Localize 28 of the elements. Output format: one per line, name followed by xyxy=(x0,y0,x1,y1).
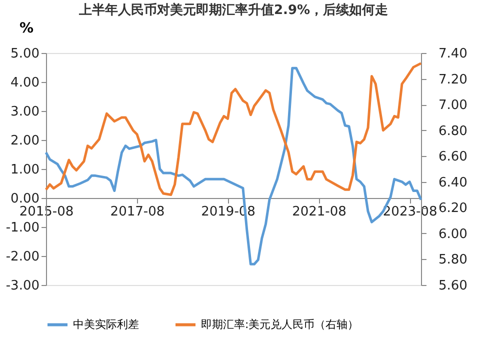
y2-tick-label: 7.20 xyxy=(438,72,468,88)
legend-label: 即期汇率:美元兑人民币（右轴） xyxy=(201,318,359,331)
line-series xyxy=(44,62,422,196)
y-tick-label: -2.00 xyxy=(6,250,40,264)
y-tick-label: -3.00 xyxy=(6,278,40,294)
legend-label: 中美实际利差 xyxy=(73,318,139,331)
y2-tick-label: 6.20 xyxy=(438,201,468,216)
y-tick-label: 4.00 xyxy=(10,76,40,90)
x-tick-label: 2017-08 xyxy=(110,204,165,220)
x-tick-label: 2023-08 xyxy=(382,204,438,220)
y-tick-label: 3.00 xyxy=(10,104,40,120)
y-axis-title: % xyxy=(19,20,34,36)
x-tick-label: 2021-08 xyxy=(292,204,346,220)
y2-tick-label: 5.60 xyxy=(438,278,468,294)
y2-tick-label: 6.80 xyxy=(438,124,468,139)
y-tick-label: 5.00 xyxy=(10,46,40,62)
y-tick-label: 0.00 xyxy=(10,192,40,206)
y-tick-label: 1.00 xyxy=(10,162,40,178)
x-tick-label: 2015-08 xyxy=(19,204,74,220)
y2-tick-label: 6.40 xyxy=(438,175,468,190)
y2-tick-label: 7.00 xyxy=(438,98,468,114)
y2-tick-label: 7.40 xyxy=(438,46,468,62)
y2-tick-label: 6.60 xyxy=(438,150,468,165)
y-tick-label: -1.00 xyxy=(6,220,40,236)
chart-title: 上半年人民币对美元即期汇率升值2.9%，后续如何走 xyxy=(78,2,388,18)
y2-tick-label: 6.00 xyxy=(438,226,468,242)
y2-tick-label: 5.80 xyxy=(438,252,468,268)
y-tick-label: 2.00 xyxy=(10,134,40,148)
